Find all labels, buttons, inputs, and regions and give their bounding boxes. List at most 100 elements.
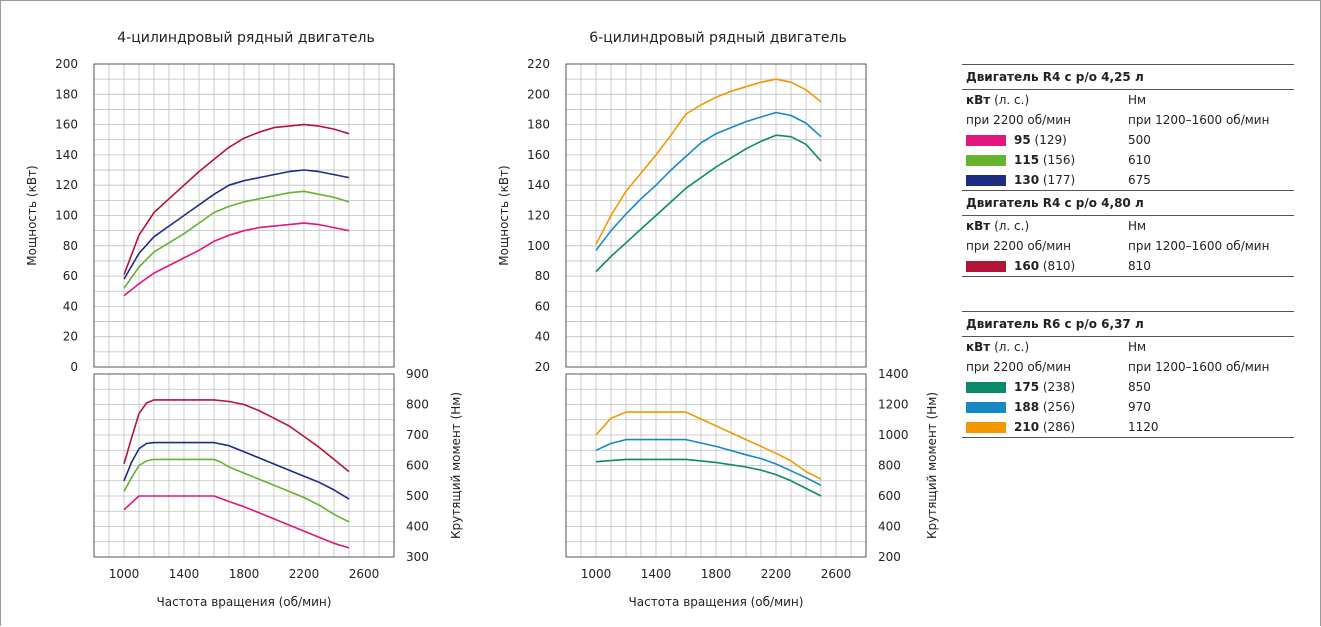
x-axis-label: Частота вращения (об/мин)	[157, 595, 332, 609]
legend-nm: 610	[1128, 153, 1151, 167]
legend-block-r637: Двигатель R6 с р/о 6,37 л кВт (л. с.) Нм…	[962, 311, 1294, 438]
nm-label: Нм	[1128, 219, 1147, 233]
y2-tick-label: 800	[878, 459, 901, 473]
series-line-c175	[595, 458, 822, 497]
legend-swatch	[966, 154, 1006, 166]
y2-tick-label: 900	[406, 367, 429, 381]
y2-axis-label: Крутящий момент (Нм)	[449, 392, 463, 539]
y-axis-label: Мощность (кВт)	[25, 165, 39, 266]
y-tick-label: 80	[535, 269, 550, 283]
legend-title-r637: Двигатель R6 с р/о 6,37 л	[962, 312, 1294, 337]
y2-tick-label: 600	[878, 489, 901, 503]
series-line-c188	[595, 438, 822, 487]
x-tick-label: 1800	[701, 567, 732, 581]
legend-hp: (177)	[1039, 173, 1076, 187]
y-axis-label: Мощность (кВт)	[497, 165, 511, 266]
y-tick-label: 160	[55, 118, 78, 132]
y2-axis-label: Крутящий момент (Нм)	[925, 392, 939, 539]
panel-border	[565, 63, 867, 368]
y-tick-label: 120	[55, 178, 78, 192]
x-tick-label: 2200	[761, 567, 792, 581]
series-line-c210	[595, 78, 822, 245]
legend-row-210: 210 (286) 1120	[962, 417, 1294, 437]
legend-units-row: кВт (л. с.) Нм	[962, 90, 1294, 110]
legend-nm: 1120	[1128, 420, 1159, 434]
x-tick-label: 1400	[641, 567, 672, 581]
legend-units-row: кВт (л. с.) Нм	[962, 216, 1294, 236]
charts-canvas: 4-цилиндровый рядный двигатель 0 20 40 60 80 1…	[25, 30, 939, 609]
torque-panel: 200 400 600 800 1000 1200 1400 Крутящий момент …	[565, 367, 939, 564]
y-tick-label: 20	[63, 330, 78, 344]
y-tick-label: 220	[527, 57, 550, 71]
series-line-c130	[123, 441, 350, 500]
y-tick-label: 180	[55, 87, 78, 101]
legend-nm: 500	[1128, 133, 1151, 147]
y-tick-label: 40	[63, 299, 78, 313]
power-panel: 0 20 40 60 80 100 120 140 160 180 200 Мощность (кВт…	[25, 57, 395, 374]
x-axis-label: Частота вращения (об/мин)	[629, 595, 804, 609]
panel-border	[93, 63, 395, 368]
y2-tick-label: 800	[406, 398, 429, 412]
series-line-c160	[123, 123, 350, 275]
legend-title-r425: Двигатель R4 с р/о 4,25 л	[962, 65, 1294, 90]
legend-row-188: 188 (256) 970	[962, 397, 1294, 417]
series-line-c95	[123, 222, 350, 297]
chart-r6: 6-цилиндровый рядный двигатель 20 40 60 80 10…	[497, 30, 939, 609]
legend-swatch	[966, 381, 1006, 393]
rpm-power: при 2200 об/мин	[966, 360, 1071, 374]
rpm-power: при 2200 об/мин	[966, 239, 1071, 253]
legend-rpm-row: при 2200 об/мин при 1200–1600 об/мин	[962, 110, 1294, 130]
legend-kw: 210	[1014, 420, 1040, 434]
legend-row-175: 175 (238) 850	[962, 377, 1294, 397]
hp-unit: (л. с.)	[994, 219, 1030, 233]
hp-unit: (л. с.)	[994, 93, 1030, 107]
legend-hp: (156)	[1039, 153, 1076, 167]
chart-r4: 4-цилиндровый рядный двигатель 0 20 40 60 80 1…	[25, 30, 463, 609]
legend-hp: (129)	[1030, 133, 1067, 147]
chart-title: 6-цилиндровый рядный двигатель	[589, 30, 846, 46]
y-tick-label: 80	[63, 239, 78, 253]
x-tick-label: 1800	[229, 567, 260, 581]
y-tick-label: 60	[63, 269, 78, 283]
y-tick-label: 100	[527, 239, 550, 253]
y-tick-label: 140	[527, 178, 550, 192]
y-tick-label: 180	[527, 118, 550, 132]
panel-border	[565, 373, 867, 558]
y-tick-label: 60	[535, 299, 550, 313]
legend-kw: 175	[1014, 380, 1040, 394]
legend-kw: 130	[1014, 173, 1040, 187]
legend-row-160: 160 (810) 810	[962, 256, 1294, 276]
x-tick-label: 2600	[821, 567, 852, 581]
y2-tick-label: 700	[406, 428, 429, 442]
legend-panel: Двигатель R4 с р/о 4,25 л кВт (л. с.) Нм…	[962, 64, 1294, 438]
legend-rpm-row: при 2200 об/мин при 1200–1600 об/мин	[962, 236, 1294, 256]
legend-swatch	[966, 174, 1006, 186]
series-line-c115	[123, 190, 350, 289]
series-line-c115	[123, 458, 350, 523]
legend-units-row: кВт (л. с.) Нм	[962, 337, 1294, 357]
y2-tick-label: 1200	[878, 398, 909, 412]
rpm-torque: при 1200–1600 об/мин	[1128, 113, 1270, 127]
y-tick-label: 120	[527, 209, 550, 223]
legend-swatch	[966, 421, 1006, 433]
rpm-power: при 2200 об/мин	[966, 113, 1071, 127]
y-tick-label: 200	[55, 57, 78, 71]
y2-tick-label: 200	[878, 550, 901, 564]
hp-unit: (л. с.)	[994, 340, 1030, 354]
y-tick-label: 40	[535, 330, 550, 344]
y2-tick-label: 400	[878, 520, 901, 534]
y-tick-label: 100	[55, 209, 78, 223]
rpm-torque: при 1200–1600 об/мин	[1128, 360, 1270, 374]
legend-block-r425: Двигатель R4 с р/о 4,25 л кВт (л. с.) Нм…	[962, 64, 1294, 190]
nm-label: Нм	[1128, 93, 1147, 107]
x-tick-label: 1400	[169, 567, 200, 581]
kw-label: кВт	[966, 219, 991, 233]
torque-panel: 300 400 500 600 700 800 900 Крутящий момент (Нм…	[93, 367, 463, 564]
y2-tick-label: 500	[406, 489, 429, 503]
panel-border	[93, 373, 395, 558]
y-tick-label: 140	[55, 148, 78, 162]
x-tick-label: 1000	[109, 567, 140, 581]
legend-kw: 95	[1014, 133, 1031, 147]
series-line-c130	[123, 169, 350, 280]
y-tick-label: 0	[70, 360, 78, 374]
